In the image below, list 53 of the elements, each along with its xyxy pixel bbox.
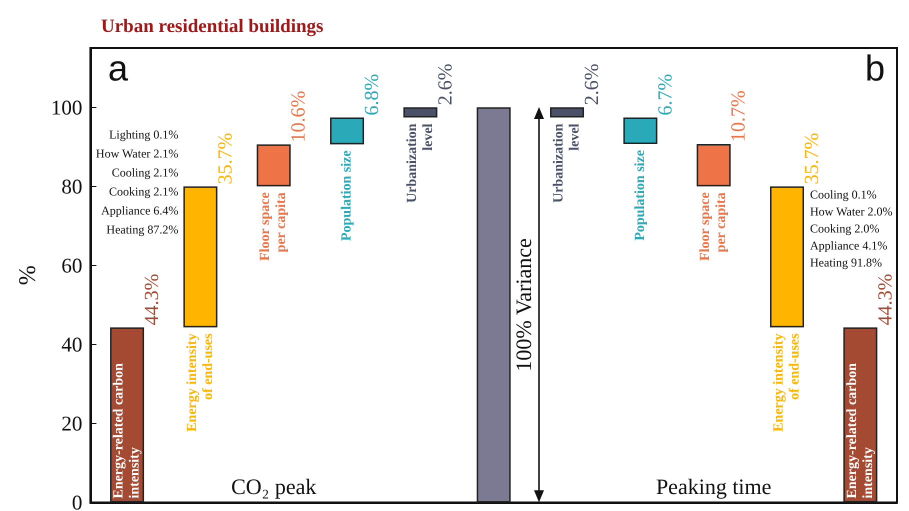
y-tick-label: 40: [61, 332, 82, 356]
annotation: Lighting 0.1%: [109, 127, 178, 142]
x-tick-label: Urbanization level: [404, 123, 436, 203]
annotation: Heating 87.2%: [106, 222, 178, 236]
bar: [623, 118, 658, 144]
data-label: 35.7%: [801, 132, 824, 184]
y-tick-label: 60: [61, 253, 82, 278]
y-tick-label: 100: [50, 95, 82, 120]
annotation: How Water 2.1%: [96, 146, 178, 160]
bar: [183, 186, 218, 328]
data-label: 2.6%: [434, 64, 456, 106]
y-tick-label: 0: [72, 490, 82, 511]
bar: [550, 107, 584, 118]
annotation: 100% Variance: [511, 238, 536, 372]
annotation: Heating 91.8%: [810, 255, 882, 270]
data-label: 10.7%: [728, 90, 750, 142]
annotation: Cooking 2.0%: [810, 221, 880, 236]
annotation: a: [108, 48, 129, 88]
data-label: 44.3%: [874, 274, 896, 326]
data-label: 6.7%: [654, 74, 676, 116]
x-tick-label: Population size: [632, 150, 648, 241]
x-tick-label: Energy intensity of end-uses: [772, 332, 803, 432]
bar: [696, 144, 731, 186]
x-tick-label: Urbanization level: [552, 123, 583, 203]
x-tick-label: Floor space per capita: [258, 192, 290, 261]
data-label: 2.6%: [581, 64, 604, 106]
data-label: 35.7%: [214, 132, 236, 184]
x-tick-label: Floor space per capita: [698, 192, 730, 261]
bar: [403, 107, 438, 118]
annotation: Cooking 2.1%: [109, 184, 178, 198]
annotation: Appliance 4.1%: [810, 238, 888, 252]
annotation: Peaking time: [656, 474, 772, 500]
annotation: Appliance 6.4%: [101, 203, 178, 218]
data-label: 6.8%: [361, 74, 384, 116]
x-tick-label: Energy intensity of end-uses: [184, 332, 216, 432]
y-axis-title: %: [15, 265, 41, 286]
annotation: Cooling 0.1%: [810, 187, 877, 202]
bar: [476, 107, 511, 502]
bar: [256, 144, 291, 186]
chart-title: Urban residential buildings: [101, 16, 324, 37]
bar: [330, 118, 364, 144]
data-label: 44.3%: [141, 274, 164, 326]
x-tick-label: Energy-related carbon intensity: [844, 362, 876, 498]
x-tick-label: Population size: [340, 150, 355, 242]
bar: [770, 186, 804, 328]
x-tick-label: Energy-related carbon intensity: [112, 362, 143, 498]
annotation: Cooling 2.1%: [112, 165, 178, 180]
y-tick-label: 80: [61, 174, 82, 198]
y-tick-label: 20: [61, 411, 82, 436]
annotation: CO₂ peak: [231, 474, 316, 500]
annotation: How Water 2.0%: [810, 204, 892, 218]
data-label: 10.6%: [288, 90, 310, 142]
annotation: b: [865, 48, 886, 88]
